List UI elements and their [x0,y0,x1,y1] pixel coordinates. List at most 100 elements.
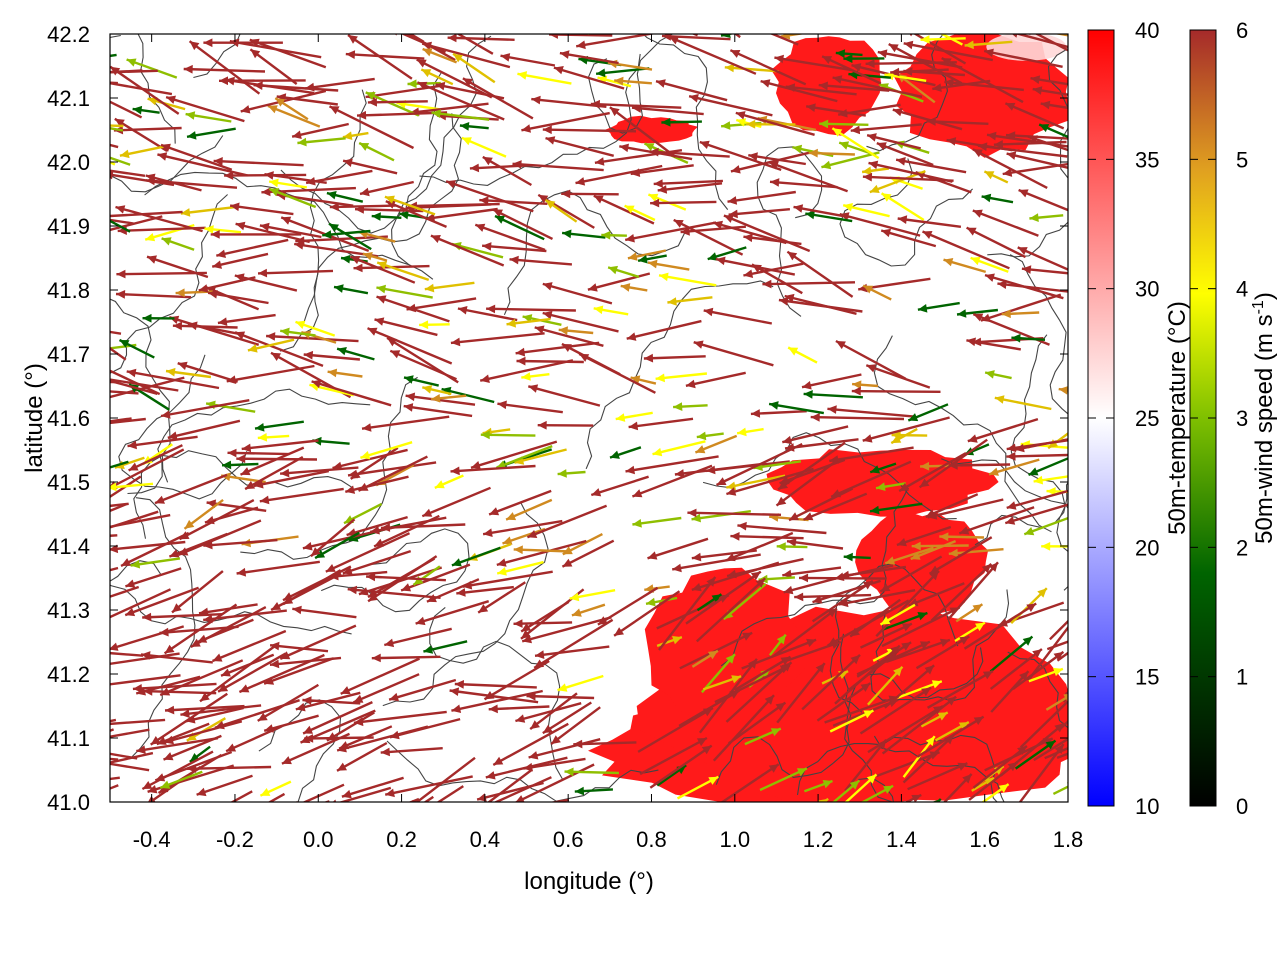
wind-arrow-head [922,231,933,239]
wind-arrow-head [1027,135,1038,144]
wind-arrow [691,34,699,37]
wind-arrow-shaft [989,635,1034,673]
wind-arrow-shaft [257,269,334,275]
wind-arrow-head [360,451,371,460]
wind-arrow-head [1114,756,1124,764]
wind-arrow-head [496,460,507,469]
wind-arrow-head [900,804,910,812]
wind-arrow-head [715,256,726,266]
wind-arrow-head [939,638,950,647]
contour-line [585,280,774,470]
wind-arrow-head [264,171,274,180]
wind-arrow-head [891,430,901,440]
wind-arrow [281,732,350,765]
wind-arrow [254,420,304,432]
wind-arrow-head [787,251,798,261]
wind-arrow-head [870,505,880,515]
wind-arrow-head [737,427,747,437]
wind-arrow-shaft [110,728,150,738]
wind-arrow-head [126,58,137,67]
wind-arrow-head [459,122,470,131]
contour-line [987,47,1068,258]
wind-arrow [110,417,146,425]
wind-arrow-shaft [409,102,489,114]
wind-arrow-head [893,666,903,677]
wind-arrow [212,629,287,663]
wind-arrow-head [656,79,666,88]
wind-arrow-shaft [649,744,713,789]
wind-arrow-shaft [156,722,210,746]
wind-arrow [421,486,491,518]
wind-arrow-shaft [196,774,253,796]
wind-arrow-shaft [110,210,183,218]
wind-arrow-head [475,223,486,232]
hot-region [894,34,1068,158]
x-tick-label: 1.2 [803,827,834,852]
wind-arrow [342,158,398,175]
wind-arrow-shaft [1040,102,1068,110]
wind-arrow-shaft [361,415,450,430]
wind-arrow [762,279,856,289]
wind-arrow-head [850,654,860,665]
contour-line [110,584,352,635]
wind-arrow-head [165,705,175,715]
wind-arrow-shaft [406,297,477,311]
wind-arrow [482,155,533,187]
wind-arrow [927,670,994,709]
wind-arrow [516,356,584,366]
wind-arrow-head [30,812,40,820]
wind-arrow-head [212,653,223,662]
wind-arrow-shaft [801,373,862,389]
wind-arrow [631,464,713,498]
wind-arrow-shaft [477,581,526,614]
wind-arrow-head [40,50,50,59]
wind-arrow-head [497,400,507,410]
wind-arrow [984,370,1012,380]
wind-arrow-shaft [110,100,143,119]
wind-arrow [877,49,963,69]
wind-arrow-head [234,273,245,282]
wind-arrow-head [669,36,679,45]
wind-arrow [110,378,179,392]
wind-arrow-head [575,177,586,186]
wind-arrow [879,603,916,626]
wind-arrow [235,221,310,244]
wind-arrow [593,305,629,316]
wind-arrow [199,644,276,703]
wind-arrow-head [549,34,558,39]
wind-arrow [506,317,551,328]
wind-arrow-shaft [726,474,786,489]
wind-arrow-shaft [896,525,952,547]
wind-arrow-head [127,440,137,450]
wind-arrow [204,225,242,234]
wind-arrow-shaft [997,282,1068,293]
wind-arrow [180,205,238,217]
wind-arrow-shaft [500,54,556,67]
wind-arrow-shaft [359,180,414,196]
wind-arrow [186,127,236,140]
wind-arrow-head [353,694,364,703]
wind-arrow-head [647,259,658,269]
wind-arrow [244,455,304,491]
wind-arrow [422,385,452,396]
wind-arrow [614,76,652,86]
wind-arrow [230,790,253,802]
wind-arrow-head [908,598,919,607]
wind-arrow [451,546,501,567]
wind-arrow [726,467,814,496]
wind-tick-label: 6 [1236,18,1248,43]
wind-arrow-head [984,171,995,180]
wind-arrow-shaft [748,154,806,166]
wind-arrow [1056,651,1068,662]
wind-arrow-head [160,780,171,789]
wind-arrow-head [271,602,282,610]
wind-arrow [964,40,1013,50]
wind-arrow-shaft [657,182,723,192]
wind-arrow-shaft [345,475,409,493]
wind-arrow [896,525,952,547]
wind-arrow-shaft [951,29,1031,31]
wind-arrow-head [917,304,928,313]
wind-arrow-shaft [915,635,970,670]
wind-arrow-shaft [110,65,180,115]
